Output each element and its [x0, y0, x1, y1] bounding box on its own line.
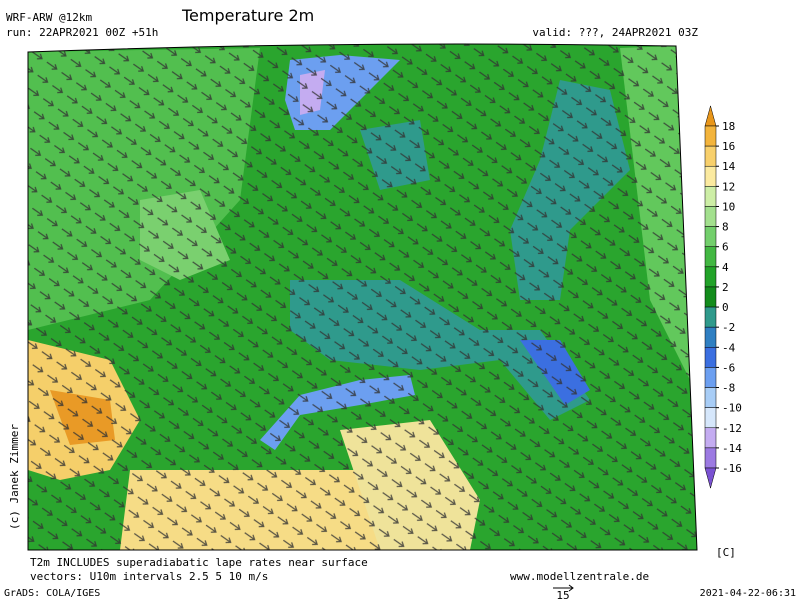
map-title: Temperature 2m	[181, 6, 314, 25]
colorbar-bin	[704, 286, 717, 308]
copyright: (c) Janek Zimmer	[8, 424, 21, 530]
colorbar-bin	[704, 367, 717, 388]
colorbar-bin	[704, 186, 717, 207]
vector-scale-label: 15	[556, 589, 569, 600]
colorbar-label: 16	[722, 140, 735, 153]
colorbar-label: -8	[722, 382, 735, 395]
colorbar-label: -6	[722, 361, 735, 374]
colorbar-label: 4	[722, 261, 729, 274]
colorbar-bin	[704, 447, 717, 469]
colorbar-bin	[704, 306, 717, 328]
colorbar-bin	[704, 326, 717, 348]
colorbar-bin	[704, 427, 717, 449]
colorbar-bin	[704, 347, 717, 368]
colorbar-label: 8	[722, 221, 729, 234]
colorbar-label: -2	[722, 321, 735, 334]
colorbar-label: -12	[722, 422, 742, 435]
colorbar-bin	[704, 246, 717, 268]
colorbar-label: 6	[722, 241, 729, 254]
vector-scale-arrow	[553, 584, 574, 592]
colorbar-label: 0	[722, 301, 729, 314]
colorbar-bin	[704, 206, 717, 227]
map-frame	[27, 43, 698, 551]
colorbar-label: 18	[722, 120, 735, 133]
colorbar-bin	[704, 145, 717, 167]
colorbar-label: -4	[722, 341, 736, 354]
colorbar-label: -16	[722, 462, 742, 475]
colorbar-bin	[704, 165, 717, 187]
colorbar-bin	[704, 104, 717, 127]
valid-time: valid: ???, 24APR2021 03Z	[532, 26, 698, 39]
footer-note: T2m INCLUDES superadiabatic lape rates n…	[30, 556, 368, 569]
colorbar: 18 16 14 12 10 8 6 4 2 0 -2 -4 -6 -8 -10 -12 -14 -16	[704, 104, 742, 490]
website: www.modellzentrale.de	[510, 570, 649, 583]
model-name: WRF-ARW @12km	[6, 11, 92, 24]
colorbar-label: 10	[722, 200, 735, 213]
colorbar-label: 12	[722, 180, 735, 193]
software: GrADS: COLA/IGES	[4, 588, 100, 599]
colorbar-label: 14	[722, 160, 736, 173]
colorbar-label: 2	[722, 281, 729, 294]
colorbar-unit: [C]	[716, 546, 736, 559]
colorbar-label: -14	[722, 442, 742, 455]
footer-note: vectors: U10m intervals 2.5 5 10 m/s	[30, 570, 268, 583]
colorbar-bin	[704, 407, 717, 429]
colorbar-bin	[704, 226, 717, 247]
colorbar-bin	[704, 387, 717, 408]
timestamp: 2021-04-22-06:31	[700, 588, 796, 599]
run-info: run: 22APR2021 00Z +51h	[6, 26, 158, 39]
colorbar-bin	[704, 266, 717, 288]
colorbar-bin	[704, 467, 717, 490]
colorbar-label: -10	[722, 402, 742, 415]
colorbar-bin	[704, 125, 717, 147]
